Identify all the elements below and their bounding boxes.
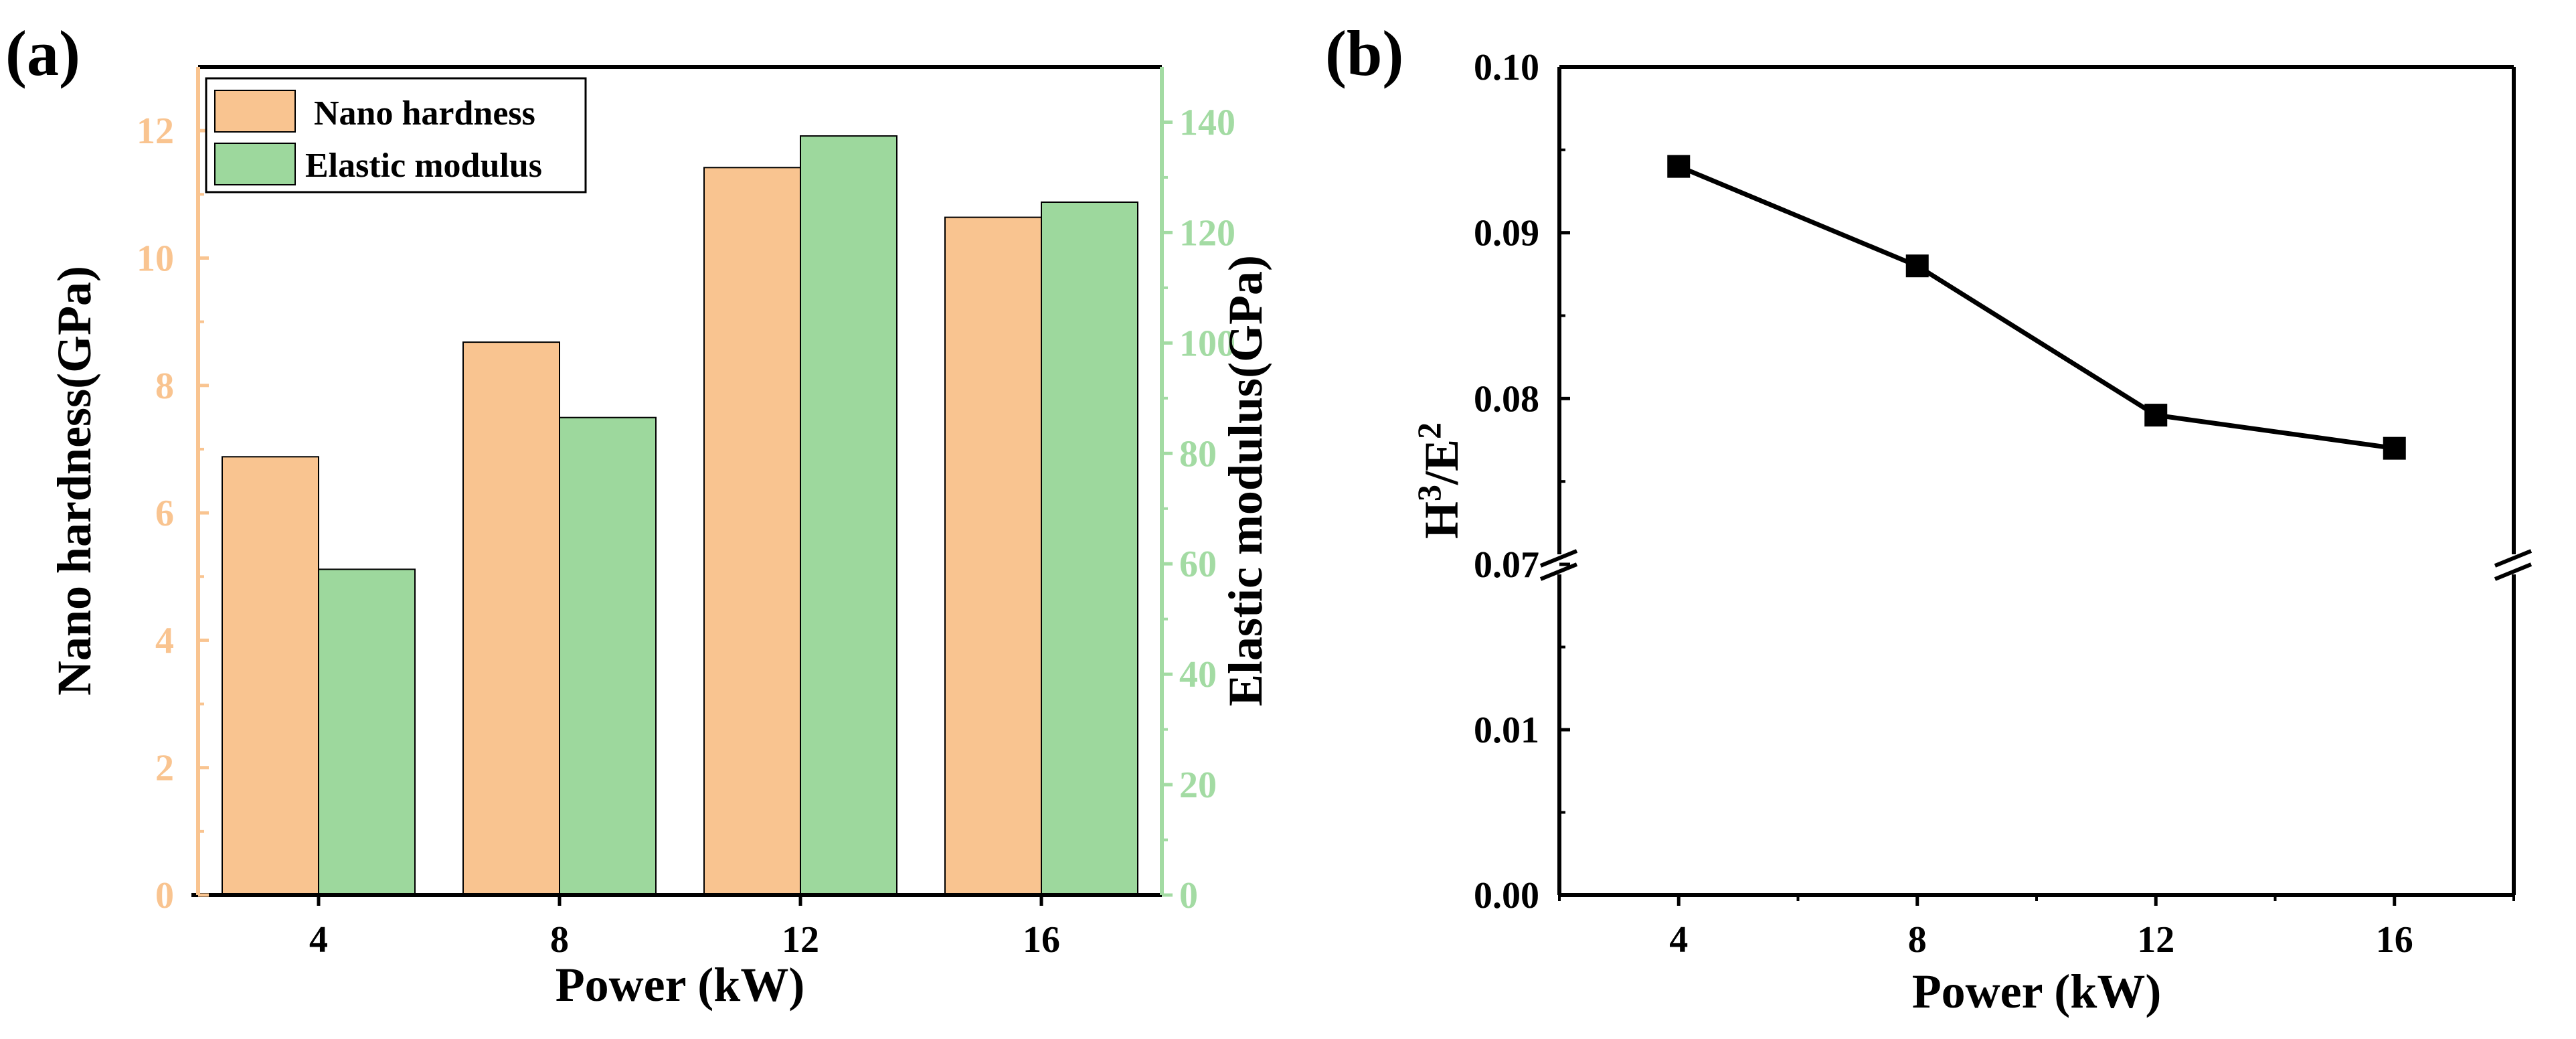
x-tick-label-12: 12: [782, 919, 819, 961]
bar-elastic-modulus-16: [1041, 202, 1138, 896]
left-tick-label-12: 12: [137, 110, 174, 152]
b-marker-8: [1905, 254, 1929, 278]
panel-b-series: [1667, 155, 2406, 460]
b-y-tick-label-0.00: 0.00: [1474, 875, 1539, 916]
b-series-line: [1677, 164, 2395, 451]
panel-b-y-ticks: 0.00 0.01 0.07 0.08 0.09 0.10: [1474, 47, 1570, 916]
right-tick-label-80: 80: [1179, 433, 1217, 475]
axis-break-mark-left-2: [1539, 562, 1578, 581]
b-x-tick-label-4: 4: [1669, 919, 1688, 961]
x-tick-label-16: 16: [1023, 919, 1060, 961]
left-tick-label-6: 6: [155, 493, 174, 534]
right-tick-label-20: 20: [1179, 765, 1217, 806]
panel-a-label: (a): [5, 17, 80, 89]
ylabel-base: H: [1415, 501, 1468, 539]
panel-b-xlabel: Power (kW): [1912, 965, 2162, 1018]
panel-a-x-ticks: 4 8 12 16: [309, 895, 1060, 961]
bar-elastic-modulus-4: [318, 568, 416, 896]
bar-elastic-modulus-8: [559, 416, 657, 896]
x-tick-label-8: 8: [550, 919, 569, 961]
b-x-tick-label-16: 16: [2376, 919, 2413, 961]
legend-label-elastic-modulus: Elastic modulus: [305, 147, 542, 185]
axis-break-mark-right-2: [2494, 562, 2532, 581]
legend-swatch-nano-hardness: [214, 90, 296, 133]
panel-a-bars: [222, 135, 1138, 896]
legend-label-nano-hardness: Nano hardness: [314, 94, 535, 133]
panel-a-ylabel: Nano hardness(GPa): [48, 266, 101, 696]
right-tick-label-140: 140: [1179, 102, 1235, 143]
bar-nano-hardness-8: [462, 341, 560, 896]
b-marker-4: [1667, 155, 1691, 178]
panel-a-left-ticks: 0 2 4 6 8 10 12: [137, 110, 209, 916]
bar-nano-hardness-16: [944, 216, 1042, 896]
ylabel-mid: /E: [1415, 439, 1468, 485]
axis-break-mark-right-1: [2494, 549, 2532, 568]
panel-b-ylabel: H3/E2: [1410, 422, 1468, 539]
left-tick-label-0: 0: [155, 875, 174, 916]
left-tick-label-10: 10: [137, 238, 174, 279]
panel-b-label: (b): [1325, 17, 1403, 89]
axis-break-mark-left-1: [1539, 549, 1578, 568]
left-tick-label-8: 8: [155, 366, 174, 407]
panel-a-right-ticks: 0 20 40 60 80 100 120 140: [1162, 102, 1235, 916]
left-tick-label-4: 4: [155, 620, 174, 661]
bar-nano-hardness-4: [222, 456, 319, 896]
legend-swatch-elastic-modulus: [214, 143, 296, 185]
ylabel-exponent-2: 2: [1410, 422, 1448, 439]
panel-a-xlabel: Power (kW): [555, 958, 805, 1012]
b-y-tick-label-0.01: 0.01: [1474, 710, 1539, 751]
b-y-tick-label-0.09: 0.09: [1474, 213, 1539, 254]
left-tick-label-2: 2: [155, 748, 174, 789]
right-tick-label-40: 40: [1179, 654, 1217, 696]
b-marker-12: [2144, 404, 2168, 427]
right-tick-label-120: 120: [1179, 212, 1235, 254]
b-y-tick-label-0.10: 0.10: [1474, 47, 1539, 88]
panel-a-y2label: Elastic modulus(GPa): [1219, 255, 1272, 706]
right-tick-label-0: 0: [1179, 875, 1198, 916]
ylabel-exponent-3: 3: [1410, 485, 1448, 501]
right-tick-label-100: 100: [1179, 323, 1235, 364]
b-y-tick-label-0.07: 0.07: [1474, 544, 1539, 586]
panel-b-x-ticks: 4 8 12 16: [1558, 895, 2515, 961]
b-x-tick-label-8: 8: [1908, 919, 1927, 961]
b-y-tick-label-0.08: 0.08: [1474, 378, 1539, 420]
right-tick-label-60: 60: [1179, 544, 1217, 585]
b-marker-16: [2383, 436, 2406, 460]
b-x-tick-label-12: 12: [2137, 919, 2174, 961]
bar-nano-hardness-12: [703, 167, 801, 896]
panel-a-legend: Nano hardness Elastic modulus: [205, 77, 587, 193]
panel-b: (b) 0.00 0.01 0.07 0.08 0.09 0.10 4 8 12 16 H3/E…: [1325, 17, 2532, 1018]
x-tick-label-4: 4: [309, 919, 328, 961]
bar-elastic-modulus-12: [800, 135, 897, 896]
